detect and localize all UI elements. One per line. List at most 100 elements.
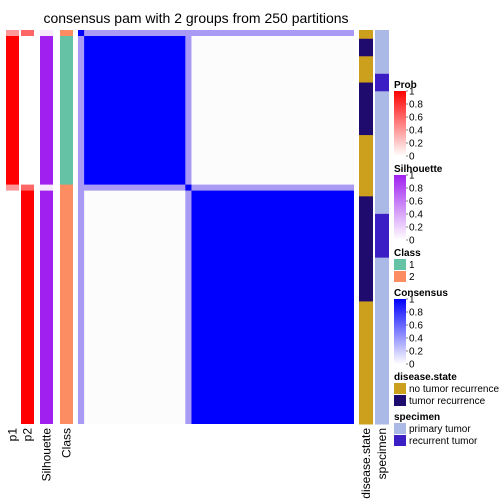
strip-p1-top <box>6 30 19 36</box>
annotation-specimen-cell <box>375 30 389 40</box>
legend-tick-label: 0 <box>409 360 415 371</box>
legend-tick-label: 1 <box>409 171 415 182</box>
annotation-disease-state-cell <box>359 126 373 136</box>
legend-tick-label: 0.6 <box>409 113 423 124</box>
annotation-specimen-cell <box>375 406 389 416</box>
annotation-disease-state-cell <box>359 117 373 127</box>
consensus-edge-sep-v <box>185 30 192 424</box>
row-label-silhouette: Silhouette <box>40 428 54 482</box>
legend-tick-label: 0.6 <box>409 321 423 332</box>
annotation-disease-state-cell <box>359 82 373 92</box>
annotation-disease-state-cell <box>359 362 373 372</box>
annotation-specimen-cell <box>375 100 389 110</box>
annotation-label-disease-state: disease.state <box>359 428 373 499</box>
cell-class-group1 <box>60 30 73 188</box>
annotation-disease-state-cell <box>359 108 373 119</box>
annotation-disease-state-cell <box>359 327 373 337</box>
annotation-specimen-cell <box>375 353 389 364</box>
annotation-specimen-cell <box>375 257 389 267</box>
annotation-specimen-cell <box>375 196 389 206</box>
annotation-specimen-cell <box>375 126 389 136</box>
annotation-specimen-cell <box>375 170 389 180</box>
legend-item-label: 2 <box>409 272 415 283</box>
consensus-edge-top <box>78 30 354 36</box>
legend-item-label: tumor recurrence <box>409 396 486 407</box>
legend-tick-label: 0.8 <box>409 308 423 319</box>
legend-tick-label: 1 <box>409 295 415 306</box>
consensus-block-1-2 <box>188 30 354 188</box>
annotation-disease-state-cell <box>359 187 373 197</box>
annotation-disease-state-cell <box>359 30 373 40</box>
annotation-specimen-cell <box>375 275 389 285</box>
annotation-disease-state-cell <box>359 100 373 110</box>
annotation-specimen-cell <box>375 301 389 311</box>
annotation-specimen-cell <box>375 65 389 75</box>
annotation-disease-state-cell <box>359 353 373 364</box>
strip-silhouette-top <box>40 30 53 36</box>
annotation-specimen-cell <box>375 47 389 57</box>
annotation-disease-state-cell <box>359 380 373 390</box>
annotation-specimen-cell <box>375 152 389 162</box>
legend-tick-label: 0.8 <box>409 100 423 111</box>
legend-gradient-consensus <box>394 299 406 364</box>
annotation-disease-state-cell <box>359 336 373 346</box>
annotation-disease-state-cell <box>359 170 373 180</box>
legend-title-disease-state: disease.state <box>394 372 457 383</box>
annotation-disease-state-cell <box>359 371 373 381</box>
annotation-disease-state-cell <box>359 38 373 49</box>
annotation-disease-state-cell <box>359 406 373 416</box>
legend-tick-label: 0.4 <box>409 334 423 345</box>
annotation-disease-state-cell <box>359 205 373 215</box>
cell-p2-group2 <box>21 187 34 424</box>
annotation-specimen-cell <box>375 205 389 215</box>
annotation-specimen-cell <box>375 143 389 154</box>
annotation-specimen-cell <box>375 231 389 241</box>
annotation-disease-state-cell <box>359 56 373 66</box>
annotation-specimen-cell <box>375 371 389 381</box>
annotation-specimen-cell <box>375 222 389 232</box>
annotation-disease-state-cell <box>359 240 373 250</box>
annotation-disease-state-cell <box>359 310 373 320</box>
annotation-disease-state-cell <box>359 283 373 294</box>
legend-title-silhouette: Silhouette <box>394 164 443 175</box>
annotation-disease-state-cell <box>359 231 373 241</box>
annotation-specimen-cell <box>375 415 389 425</box>
annotation-disease-state-cell <box>359 73 373 84</box>
annotation-disease-state-cell <box>359 292 373 302</box>
cell-class-group2 <box>60 187 73 424</box>
legend-item-label: 1 <box>409 260 415 271</box>
annotation-disease-state-cell <box>359 415 373 425</box>
legend-swatch <box>394 423 406 434</box>
annotation-disease-state-cell <box>359 152 373 162</box>
annotation-disease-state-cell <box>359 65 373 75</box>
legend-tick-label: 0.2 <box>409 223 423 234</box>
annotation-specimen-cell <box>375 292 389 302</box>
row-label-class: Class <box>60 428 74 458</box>
legend-item-label: primary tumor <box>409 424 471 435</box>
annotation-specimen-cell <box>375 248 389 259</box>
annotation-specimen-cell <box>375 82 389 92</box>
annotation-specimen-cell <box>375 336 389 346</box>
annotation-specimen-cell <box>375 108 389 119</box>
annotation-specimen-cell <box>375 283 389 294</box>
legend-tick-label: 0.2 <box>409 347 423 358</box>
annotation-disease-state-cell <box>359 143 373 154</box>
annotation-specimen-cell <box>375 117 389 127</box>
strip-p1-sep <box>6 184 19 191</box>
legend-tick-label: 0.2 <box>409 139 423 150</box>
legend-tick-label: 0.4 <box>409 126 423 137</box>
consensus-edge-sep-h <box>78 184 354 191</box>
consensus-block-2-2 <box>188 187 354 424</box>
legend-swatch <box>394 259 406 270</box>
legend-item-label: recurrent tumor <box>409 436 478 447</box>
legends: Prob10.80.60.40.20Silhouette10.80.60.40.… <box>394 80 499 447</box>
consensus-diag-2 <box>185 184 192 191</box>
annotation-disease-state-cell <box>359 222 373 232</box>
legend-tick-label: 0.8 <box>409 184 423 195</box>
row-label-p2: p2 <box>21 428 35 442</box>
annotation-specimen-cell <box>375 135 389 145</box>
annotation-disease-state-cell <box>359 196 373 206</box>
annotation-specimen-cell <box>375 38 389 49</box>
